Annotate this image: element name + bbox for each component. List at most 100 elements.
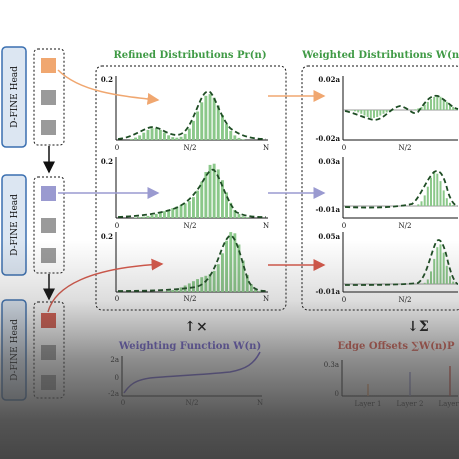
weighted-1-xmid: N/2 bbox=[399, 144, 412, 152]
refined-1-xend: N bbox=[263, 144, 269, 152]
histogram-bar bbox=[436, 173, 439, 206]
query-box-3-3 bbox=[41, 375, 56, 390]
histogram-bar bbox=[430, 177, 432, 206]
histogram-bar bbox=[360, 110, 363, 114]
weighted-2-ymin: -0.01a bbox=[316, 205, 341, 214]
histogram-bar bbox=[208, 274, 212, 292]
histogram-bar bbox=[204, 275, 208, 292]
histogram-bar bbox=[187, 201, 191, 218]
head-3: D-FINE Head bbox=[1, 299, 27, 401]
weighted-3-ymax: 0.05a bbox=[318, 232, 340, 241]
histogram-bar bbox=[233, 233, 237, 292]
refined-1-ymax: 0.2 bbox=[101, 75, 113, 84]
weighting-function-y-bot: -2a bbox=[108, 390, 119, 398]
weighting-function-xend: N bbox=[257, 399, 263, 407]
histogram-bar bbox=[417, 204, 420, 206]
histogram-bar bbox=[225, 240, 228, 292]
query-box-3-1 bbox=[41, 313, 56, 328]
histogram-bar bbox=[150, 215, 154, 218]
refined-2-bars bbox=[134, 163, 249, 218]
refined-3-xmid: N/2 bbox=[184, 295, 197, 303]
histogram-bar bbox=[229, 130, 233, 140]
weighted-panel-1: 0.02a -0.02a 0 N/2 bbox=[316, 75, 459, 152]
histogram-bar bbox=[216, 264, 220, 292]
histogram-bar bbox=[225, 192, 228, 218]
histogram-bar bbox=[163, 291, 166, 292]
histogram-bar bbox=[376, 110, 379, 117]
histogram-bar bbox=[163, 211, 166, 218]
head-1-label: D-FINE Head bbox=[10, 66, 20, 128]
query-box-2-2 bbox=[41, 218, 56, 233]
histogram-bar bbox=[225, 124, 228, 140]
histogram-bar bbox=[452, 281, 455, 284]
weighting-function-y-top: 2a bbox=[110, 356, 119, 364]
refined-3-xend: N bbox=[263, 295, 269, 303]
refined-1-bars bbox=[129, 94, 245, 140]
histogram-bar bbox=[357, 110, 360, 113]
weighting-function-x0: 0 bbox=[121, 399, 125, 407]
query-box-1-1 bbox=[41, 58, 56, 73]
refined-2-ymax: 0.2 bbox=[101, 157, 113, 166]
query-box-2-1 bbox=[41, 186, 56, 201]
histogram-bar bbox=[241, 139, 245, 140]
histogram-bar bbox=[452, 106, 455, 110]
head-3-label: D-FINE Head bbox=[10, 319, 20, 381]
head-2-label: D-FINE Head bbox=[10, 194, 20, 256]
histogram-bar bbox=[385, 110, 388, 113]
weighting-function-title: Weighting Function W(n) bbox=[118, 341, 261, 352]
weighted-2-x0: 0 bbox=[342, 222, 346, 230]
histogram-bar bbox=[363, 110, 366, 116]
histogram-bar bbox=[445, 101, 448, 110]
histogram-bar bbox=[200, 181, 204, 218]
refined-title: Refined Distributions Pr(n) bbox=[113, 50, 266, 61]
histogram-bar bbox=[245, 217, 249, 218]
weighted-title: Weighted Distributions W(n) bbox=[301, 50, 459, 61]
histogram-bar bbox=[158, 129, 162, 140]
histogram-bar bbox=[439, 96, 442, 110]
histogram-bar bbox=[423, 104, 426, 110]
histogram-bar bbox=[146, 129, 150, 140]
histogram-bar bbox=[196, 190, 199, 218]
multiply-operator: ↑× bbox=[184, 319, 207, 335]
histogram-bar bbox=[233, 135, 237, 140]
histogram-bar bbox=[229, 232, 233, 292]
histogram-bar bbox=[442, 190, 445, 206]
weighted-1-x0: 0 bbox=[342, 144, 346, 152]
histogram-bar bbox=[150, 128, 154, 140]
edge-offsets-layer-2: Layer 2 bbox=[397, 400, 424, 408]
histogram-bar bbox=[196, 111, 199, 140]
histogram-bar bbox=[369, 110, 372, 118]
refined-2-xmid: N/2 bbox=[184, 222, 197, 230]
histogram-bar bbox=[200, 102, 204, 140]
weighted-3-x0: 0 bbox=[342, 296, 346, 304]
histogram-bar bbox=[192, 197, 195, 218]
refined-2-xend: N bbox=[263, 222, 269, 230]
histogram-bar bbox=[423, 195, 426, 206]
weighted-3-ymin: -0.01a bbox=[316, 287, 341, 296]
refined-frame bbox=[95, 65, 287, 311]
query-stack-1 bbox=[33, 48, 65, 146]
histogram-bar bbox=[445, 198, 448, 206]
weighted-panel-2: 0.03a -0.01a 0 N/2 bbox=[316, 157, 459, 230]
histogram-bar bbox=[134, 217, 137, 218]
edge-offsets-ymin: 0 bbox=[335, 390, 339, 398]
histogram-bar bbox=[449, 202, 451, 206]
histogram-bar bbox=[175, 137, 179, 140]
edge-offsets-title: Edge Offsets ∑W(n)P bbox=[337, 341, 455, 352]
refined-2-x0: 0 bbox=[115, 222, 119, 230]
histogram-bar bbox=[241, 260, 245, 292]
histogram-bar bbox=[430, 271, 432, 284]
histogram-bar bbox=[237, 214, 241, 218]
edge-offsets-layer-3: Layer 3 bbox=[439, 400, 459, 408]
histogram-bar bbox=[426, 186, 429, 206]
histogram-bar bbox=[439, 181, 442, 206]
histogram-bar bbox=[442, 252, 445, 284]
histogram-bar bbox=[420, 201, 423, 206]
edge-offsets-ymax: 0.3a bbox=[324, 361, 339, 369]
edge-offsets-layer-1: Layer 1 bbox=[355, 400, 382, 408]
histogram-bar bbox=[187, 128, 191, 140]
histogram-bar bbox=[436, 247, 439, 284]
weighted-2-ymax: 0.03a bbox=[318, 157, 340, 166]
weighted-frame bbox=[301, 65, 459, 311]
histogram-bar bbox=[142, 132, 146, 140]
